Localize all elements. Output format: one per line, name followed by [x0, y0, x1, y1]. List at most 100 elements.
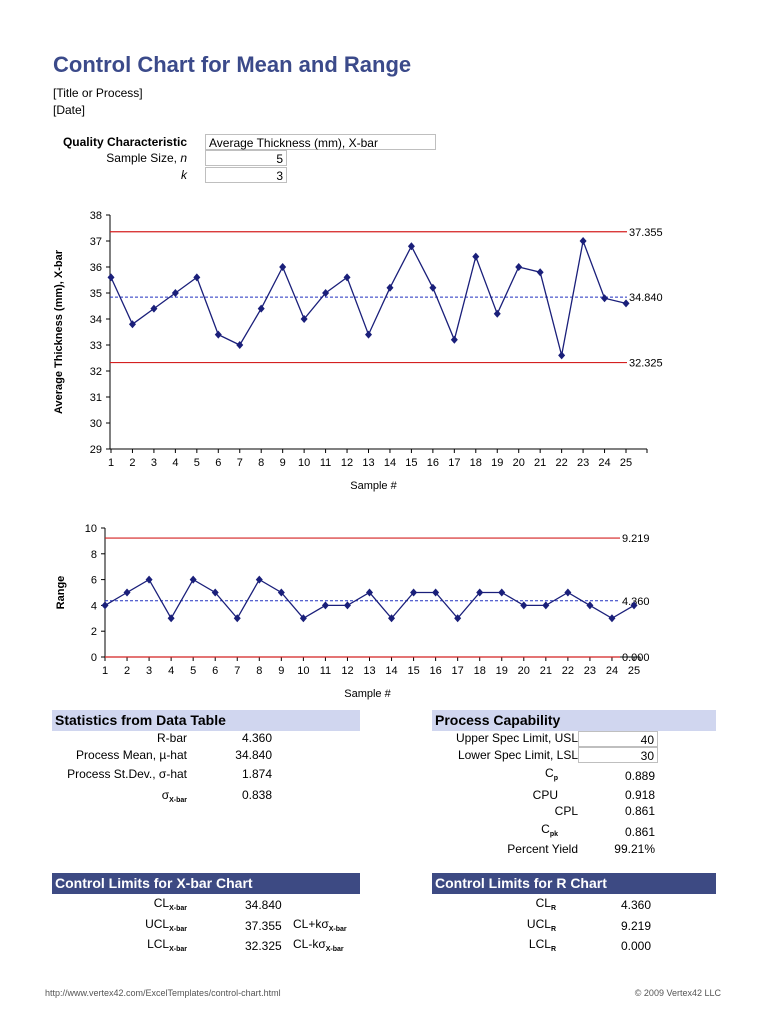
series-line: [104, 578, 635, 620]
y-tick-label: 36: [90, 262, 102, 274]
data-point: [343, 273, 351, 282]
x-tick-label: 2: [129, 457, 135, 469]
yield-value: 99.21%: [614, 842, 655, 856]
x-tick-label: 23: [577, 457, 589, 469]
quality-input[interactable]: Average Thickness (mm), X-bar: [205, 134, 436, 150]
k-input[interactable]: 3: [205, 167, 287, 183]
x-tick-label: 13: [363, 665, 375, 677]
usl-label: Upper Spec Limit, USL: [455, 731, 578, 745]
x-tick-label: 17: [452, 665, 464, 677]
x-tick-label: 1: [102, 665, 108, 677]
usl-input[interactable]: 40: [578, 731, 658, 747]
data-point: [257, 304, 265, 313]
x-tick-label: 25: [620, 457, 632, 469]
data-point: [407, 242, 415, 251]
sd-label: Process St.Dev., σ-hat: [67, 767, 187, 781]
lsl-input[interactable]: 30: [578, 747, 658, 763]
data-point: [236, 341, 244, 349]
xbar-sub: X-bar: [325, 946, 344, 953]
xbar-sub: X-bar: [169, 926, 187, 933]
data-point: [277, 588, 285, 597]
lcl-formula: CL-kσX-bar: [293, 937, 344, 953]
data-point: [472, 252, 480, 261]
x-tick-label: 21: [540, 665, 552, 677]
data-point: [189, 575, 197, 584]
data-point: [564, 588, 572, 597]
x-axis-title: Sample #: [344, 688, 391, 700]
data-point: [586, 601, 594, 610]
ucl-label: 9.219: [622, 533, 650, 545]
data-point: [123, 588, 131, 597]
r-sub: R: [550, 926, 556, 933]
x-tick-label: 12: [341, 457, 353, 469]
ucl-text: UCL: [145, 917, 170, 931]
page-title: Control Chart for Mean and Range: [53, 52, 412, 77]
process-title[interactable]: [Title or Process]: [53, 86, 143, 100]
data-point: [167, 614, 175, 623]
sample-size-input[interactable]: 5: [205, 150, 287, 166]
data-point: [128, 320, 136, 329]
sigma-xbar-label: σX-bar: [162, 788, 187, 804]
cp-sym: C: [545, 766, 554, 780]
cl-label: 4.360: [622, 596, 650, 608]
x-tick-label: 5: [194, 457, 200, 469]
y-tick-label: 38: [90, 210, 102, 222]
capability-header: Process Capability: [432, 710, 716, 731]
n-var: n: [180, 151, 187, 165]
data-point: [536, 268, 544, 277]
x-axis-title: Sample #: [350, 480, 397, 492]
x-tick-label: 9: [280, 457, 286, 469]
x-tick-label: 6: [215, 457, 221, 469]
y-axis-title: Range: [55, 576, 67, 610]
data-point: [343, 601, 351, 610]
r-limits-header: Control Limits for R Chart: [432, 873, 716, 894]
ucl-formula-text: CL+kσ: [293, 917, 329, 931]
data-point: [211, 588, 219, 597]
sd-value: 1.874: [241, 767, 272, 781]
x-tick-label: 3: [151, 457, 157, 469]
rbar-label: R-bar: [156, 731, 187, 745]
footer-url[interactable]: http://www.vertex42.com/ExcelTemplates/c…: [45, 988, 281, 998]
y-tick-label: 8: [91, 549, 97, 561]
data-point: [558, 351, 566, 360]
date-field[interactable]: [Date]: [53, 103, 86, 117]
cl-r-value: 4.360: [621, 898, 652, 912]
x-tick-label: 5: [190, 665, 196, 677]
x-tick-label: 10: [298, 457, 310, 469]
x-tick-label: 7: [234, 665, 240, 677]
y-tick-label: 32: [90, 366, 102, 378]
cl-label: 34.840: [629, 292, 663, 304]
x-tick-label: 12: [341, 665, 353, 677]
cp-label: Cp: [545, 766, 558, 782]
y-tick-label: 0: [91, 652, 97, 664]
data-point: [365, 330, 372, 339]
x-tick-label: 19: [496, 665, 508, 677]
sigma-sym: σ: [161, 788, 170, 802]
cl-text: CL: [153, 896, 170, 910]
x-tick-label: 18: [474, 665, 486, 677]
data-point: [498, 588, 506, 597]
data-point: [608, 614, 616, 623]
x-tick-label: 22: [562, 665, 574, 677]
lsl-label: Lower Spec Limit, LSL: [457, 748, 578, 762]
ucl-r-label: UCLR: [527, 917, 556, 933]
x-tick-label: 14: [384, 457, 396, 469]
cpl-label: CPL: [554, 804, 578, 818]
sample-size-label: Sample Size, n: [106, 151, 187, 165]
cp-sub: p: [553, 775, 558, 782]
data-point: [279, 263, 287, 271]
x-tick-label: 2: [124, 665, 130, 677]
y-tick-label: 6: [91, 575, 97, 587]
ucl-xbar-label: UCLX-bar: [145, 917, 187, 933]
k-label: k: [181, 168, 187, 182]
data-point: [630, 601, 638, 610]
data-point: [300, 315, 308, 323]
sample-size-text: Sample Size,: [106, 151, 181, 165]
cpk-sub: pk: [549, 831, 558, 838]
data-point: [388, 614, 396, 623]
y-tick-label: 33: [90, 340, 102, 352]
x-tick-label: 9: [278, 665, 284, 677]
x-tick-label: 21: [534, 457, 546, 469]
